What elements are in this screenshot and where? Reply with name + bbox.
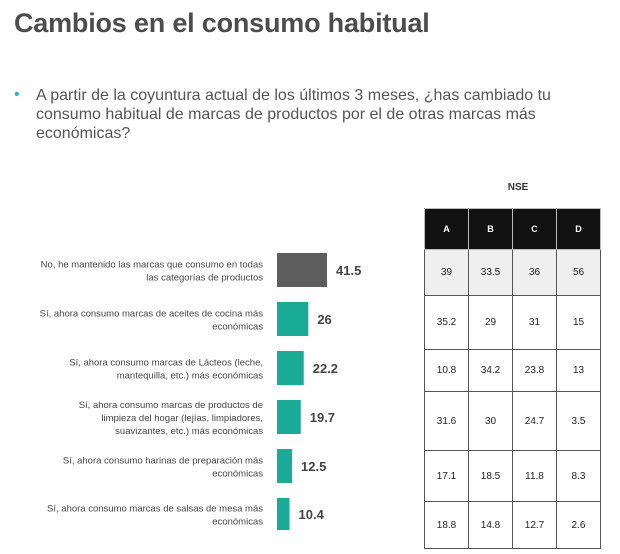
bar bbox=[277, 351, 304, 385]
page-title: Cambios en el consumo habitual bbox=[14, 8, 430, 38]
category-label: económicas bbox=[212, 469, 263, 480]
nse-label: NSE bbox=[507, 182, 529, 193]
bar-chart: 41.5 No, he mantenido las marcas que cons… bbox=[40, 253, 361, 530]
table-cell: 2.6 bbox=[556, 501, 601, 549]
category-label: Sí, ahora consumo marcas de aceites de c… bbox=[40, 309, 264, 320]
category-label: Sí, ahora consumo marcas de Lácteos (lec… bbox=[69, 358, 263, 369]
data-label: 22.2 bbox=[313, 361, 338, 376]
category-label: Sí, ahora consumo harinas de preparación… bbox=[63, 456, 263, 467]
bullet-icon: • bbox=[14, 86, 20, 103]
table-cell: 30 bbox=[468, 391, 513, 451]
table-cell: 11.8 bbox=[512, 450, 557, 502]
table-cell: 17.1 bbox=[424, 450, 469, 502]
data-label: 12.5 bbox=[301, 459, 326, 474]
bar bbox=[277, 498, 290, 530]
table-cell: 56 bbox=[556, 249, 601, 296]
table-row: 31.6 30 24.7 3.5 bbox=[424, 391, 601, 451]
category-label: No, he mantenido las marcas que consumo … bbox=[41, 260, 264, 271]
table-cell: 12.7 bbox=[512, 501, 557, 549]
table-cell: 36 bbox=[512, 249, 557, 296]
category-label: mantequilla, etc.) más económicas bbox=[117, 371, 264, 382]
table-cell: 33.5 bbox=[468, 249, 513, 296]
data-label: 26 bbox=[317, 312, 331, 327]
table-cell: 39 bbox=[424, 249, 469, 296]
data-label: 10.4 bbox=[299, 507, 325, 522]
category-label: Sí, ahora consumo marcas de productos de bbox=[79, 400, 263, 411]
table-cell: 13 bbox=[556, 349, 601, 392]
category-label: las categorías de productos bbox=[146, 273, 263, 284]
question-text: A partir de la coyuntura actual de los ú… bbox=[36, 87, 551, 142]
nse-table: A B C D 39 33.5 36 56 35.2 29 31 15 10.8… bbox=[424, 208, 601, 549]
nse-header-a: A bbox=[424, 208, 469, 250]
table-cell: 18.5 bbox=[468, 450, 513, 502]
nse-header-row: A B C D bbox=[424, 208, 601, 250]
nse-header-c: C bbox=[512, 208, 557, 250]
bar bbox=[277, 400, 301, 434]
table-cell: 35.2 bbox=[424, 295, 469, 350]
table-row: 18.8 14.8 12.7 2.6 bbox=[424, 501, 601, 549]
table-cell: 3.5 bbox=[556, 391, 601, 451]
category-label: suavizantes, etc.) más económicas bbox=[115, 426, 263, 437]
table-cell: 31.6 bbox=[424, 391, 469, 451]
category-label: económicas bbox=[212, 517, 263, 528]
table-cell: 15 bbox=[556, 295, 601, 350]
table-cell: 34.2 bbox=[468, 349, 513, 392]
table-cell: 31 bbox=[512, 295, 557, 350]
bar bbox=[277, 302, 309, 336]
category-label: Sí, ahora consumo marcas de salsas de me… bbox=[47, 504, 263, 515]
category-label: limpieza del hogar (lejías, limpiadores, bbox=[101, 413, 263, 424]
table-row: 17.1 18.5 11.8 8.3 bbox=[424, 450, 601, 502]
table-cell: 10.8 bbox=[424, 349, 469, 392]
table-cell: 8.3 bbox=[556, 450, 601, 502]
data-label: 41.5 bbox=[336, 263, 361, 278]
data-label: 19.7 bbox=[310, 410, 335, 425]
nse-header-d: D bbox=[556, 208, 601, 250]
table-row: 10.8 34.2 23.8 13 bbox=[424, 349, 601, 392]
nse-header-b: B bbox=[468, 208, 513, 250]
table-row: 35.2 29 31 15 bbox=[424, 295, 601, 350]
table-cell: 14.8 bbox=[468, 501, 513, 549]
table-cell: 23.8 bbox=[512, 349, 557, 392]
category-label: económicas bbox=[212, 322, 263, 333]
bar bbox=[277, 253, 327, 287]
bar bbox=[277, 449, 293, 483]
table-cell: 18.8 bbox=[424, 501, 469, 549]
table-row: 39 33.5 36 56 bbox=[424, 249, 601, 296]
table-cell: 29 bbox=[468, 295, 513, 350]
table-cell: 24.7 bbox=[512, 391, 557, 451]
